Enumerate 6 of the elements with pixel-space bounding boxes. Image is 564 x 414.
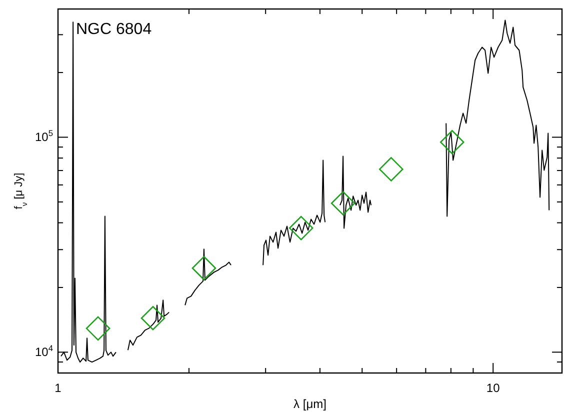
text: NGC 6804 <box>76 21 152 38</box>
x-axis-title: λ [μm] <box>294 397 326 411</box>
x-tick-label: 1 <box>54 381 62 395</box>
y-tick-label: 10$^{4}$ <box>34 343 54 360</box>
x-tick-label: 10 <box>486 381 500 395</box>
y-tick-label: 10$^{5}$ <box>34 128 54 144</box>
